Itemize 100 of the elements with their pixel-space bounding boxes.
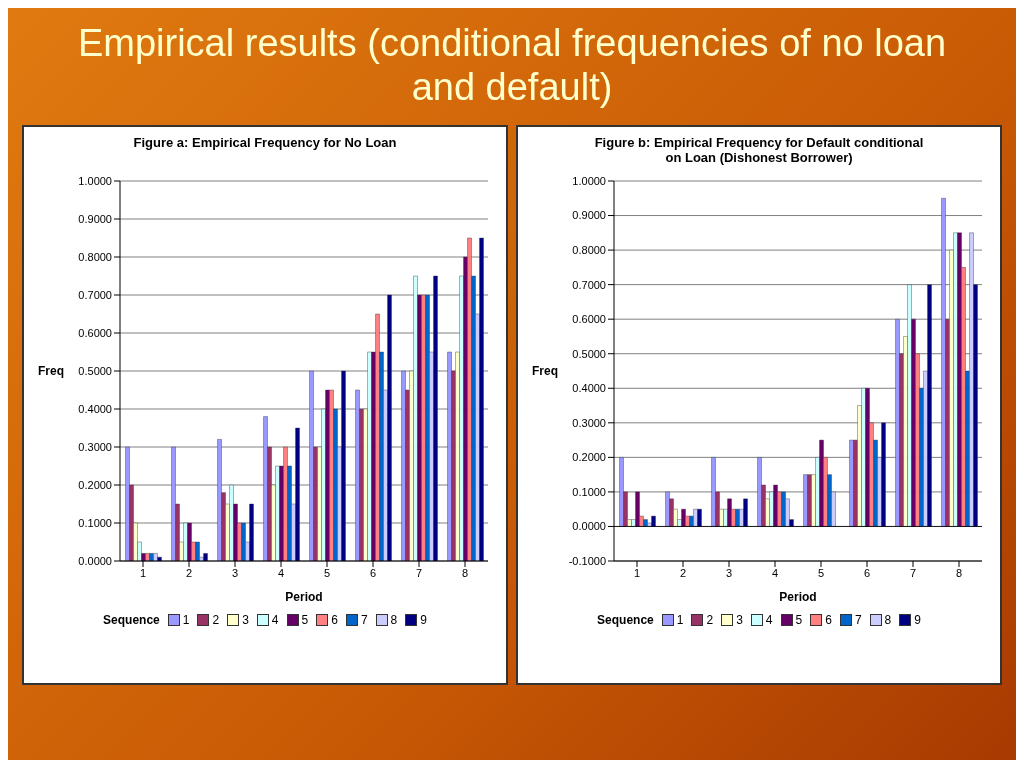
y-tick-label: 0.1000	[78, 517, 112, 530]
bar	[927, 284, 932, 528]
x-tick-label: 5	[817, 567, 825, 580]
bar	[387, 295, 392, 562]
legend-label: 6	[331, 613, 338, 628]
bar	[619, 457, 624, 528]
bar	[153, 553, 158, 562]
bar	[819, 440, 824, 528]
x-tick-label: 7	[415, 567, 423, 580]
bar	[727, 498, 732, 528]
legend-title: Sequence	[103, 613, 160, 628]
x-axis-title: Period	[779, 590, 817, 605]
y-tick-label: 0.4000	[572, 382, 606, 395]
y-tick-label: 0.9000	[78, 213, 112, 226]
legend-label: 4	[271, 613, 279, 628]
x-tick-label: 1	[633, 567, 641, 580]
bar	[229, 485, 234, 562]
legend-title: Sequence	[597, 613, 654, 628]
bar	[807, 474, 812, 528]
y-tick-label: 0.7000	[78, 289, 112, 302]
bar	[425, 295, 430, 562]
bar	[781, 492, 786, 528]
bar	[757, 457, 762, 528]
bar	[803, 474, 808, 528]
bar	[665, 492, 670, 528]
y-tick-label: 0.4000	[78, 403, 112, 416]
bar	[773, 485, 778, 528]
legend-label: 7	[360, 613, 368, 628]
bar	[849, 440, 854, 528]
legend-label: 5	[301, 613, 309, 628]
y-tick-label: 0.2000	[572, 451, 606, 464]
bar	[711, 457, 716, 528]
x-tick-label: 3	[231, 567, 239, 580]
y-tick-label: 0.8000	[78, 251, 112, 264]
legend-label: 6	[825, 613, 832, 628]
bar	[295, 428, 300, 562]
y-tick-label: 0.0000	[78, 555, 112, 568]
y-tick-label: 0.6000	[78, 327, 112, 340]
bar	[329, 390, 334, 562]
y-tick-label: 0.0000	[572, 520, 606, 533]
bar	[325, 390, 330, 562]
x-tick-label: 5	[323, 567, 331, 580]
bar	[479, 238, 484, 562]
bar	[203, 553, 208, 562]
bar	[275, 466, 280, 562]
y-tick-label: 1.0000	[572, 175, 606, 188]
bar	[171, 447, 176, 562]
bar	[743, 498, 748, 528]
bar	[125, 447, 130, 562]
bar	[467, 238, 472, 562]
bar	[309, 371, 314, 562]
bar	[447, 352, 452, 562]
bar	[651, 516, 656, 528]
y-tick-label: 0.2000	[78, 479, 112, 492]
y-tick-label: 0.3000	[572, 417, 606, 430]
bar	[681, 509, 686, 528]
legend-label: 8	[884, 613, 892, 628]
x-tick-label: 4	[771, 567, 779, 580]
bar	[421, 295, 426, 562]
y-tick-label: 0.1000	[572, 486, 606, 499]
bar	[881, 422, 886, 528]
legend-label: 7	[854, 613, 862, 628]
x-tick-label: 2	[185, 567, 193, 580]
chart-title: Figure b: Empirical Frequency for Default conditional on Loan (Dishonest Borrower)	[594, 135, 924, 168]
bar	[241, 523, 246, 562]
bar	[895, 319, 900, 528]
bar	[643, 519, 648, 528]
bar	[341, 371, 346, 562]
x-tick-label: 1	[139, 567, 147, 580]
x-tick-label: 6	[369, 567, 377, 580]
bar	[861, 388, 866, 528]
y-tick-label: -0.1000	[568, 555, 606, 568]
x-tick-label: 8	[955, 567, 963, 580]
legend-label: 4	[765, 613, 773, 628]
bar	[957, 232, 962, 528]
bar	[969, 232, 974, 528]
x-tick-label: 7	[909, 567, 917, 580]
y-axis-title: Freq	[38, 364, 65, 379]
legend-label: 9	[420, 613, 427, 628]
x-axis-title: Period	[285, 590, 323, 605]
legend-label: 8	[390, 613, 398, 628]
bar	[217, 439, 222, 562]
y-tick-label: 0.3000	[78, 441, 112, 454]
legend-label: 3	[242, 613, 249, 628]
x-tick-label: 3	[725, 567, 733, 580]
bar	[907, 284, 912, 528]
legend-label: 5	[795, 613, 803, 628]
bar	[635, 492, 640, 528]
legend-label: 9	[914, 613, 921, 628]
bar	[283, 447, 288, 562]
legend-label: 1	[182, 613, 190, 628]
bar	[187, 523, 192, 562]
bar	[195, 542, 200, 562]
bar	[413, 276, 418, 562]
bar	[697, 509, 702, 528]
bar	[249, 504, 254, 562]
y-tick-label: 0.5000	[78, 365, 112, 378]
text: Empirical results (conditional frequencies of no loan and default)	[76, 21, 948, 110]
y-tick-label: 0.8000	[572, 244, 606, 257]
x-tick-label: 8	[461, 567, 469, 580]
